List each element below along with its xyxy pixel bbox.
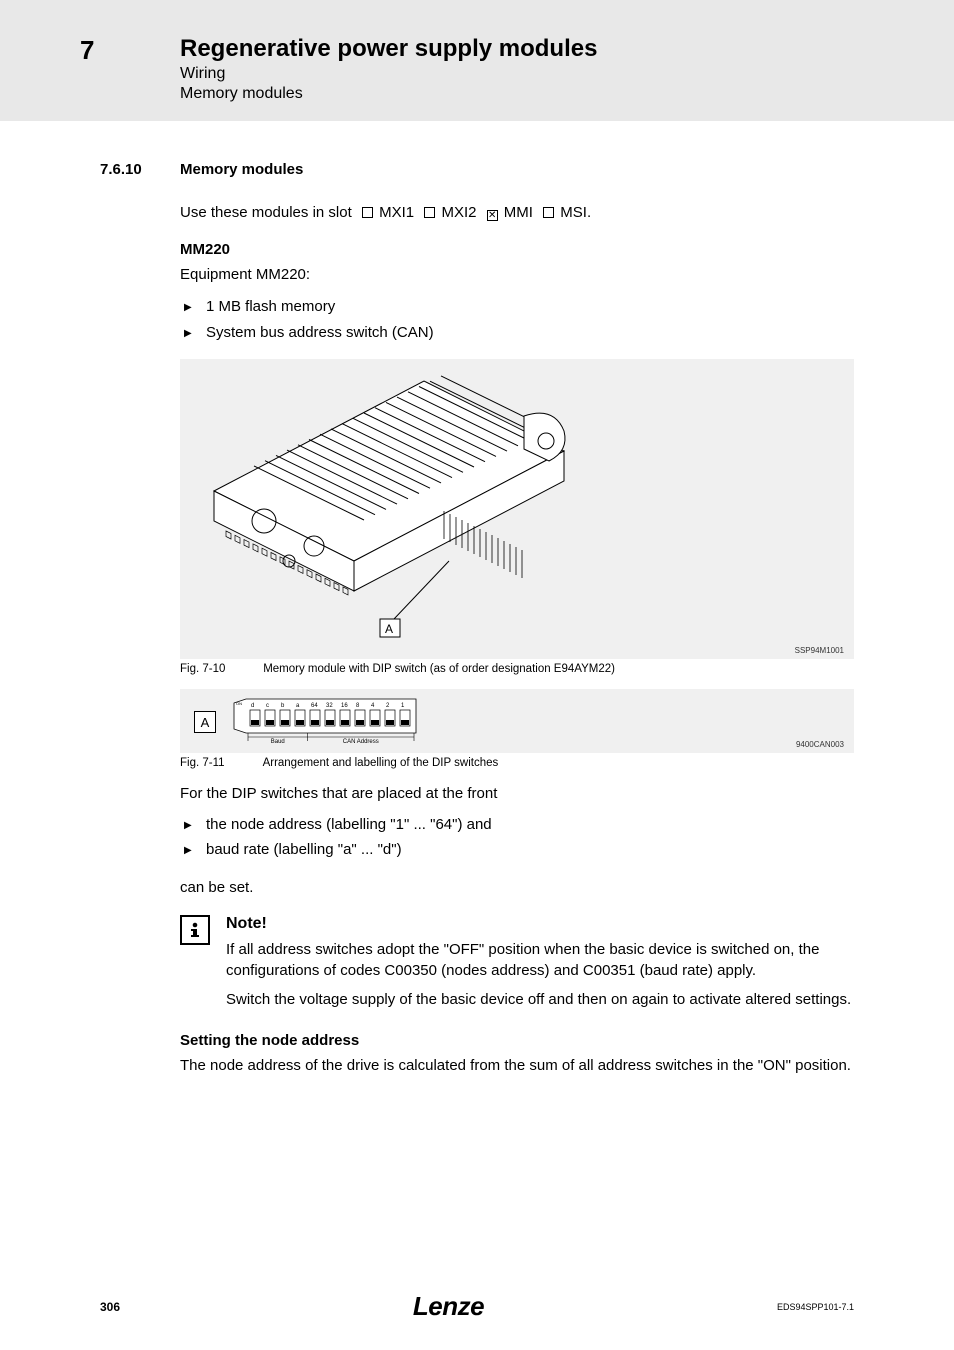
slot-checkbox: [543, 207, 554, 218]
chapter-title: Regenerative power supply modules: [180, 35, 904, 63]
mm220-bullet-list: 1 MB flash memorySystem bus address swit…: [180, 294, 854, 345]
header-subtitle-1: Wiring: [180, 65, 904, 83]
mm220-equip-line: Equipment MM220:: [180, 264, 854, 287]
figure1-caption-text: Memory module with DIP switch (as of ord…: [263, 663, 615, 675]
node-addr-heading: Setting the node address: [180, 1032, 854, 1049]
dip-lead-text: For the DIP switches that are placed at …: [180, 783, 854, 806]
note-para-1: If all address switches adopt the "OFF" …: [226, 939, 854, 981]
slot-label: MMI: [500, 204, 538, 221]
dip-trail-text: can be set.: [180, 877, 854, 900]
header-subtitle-2: Memory modules: [180, 85, 904, 103]
info-icon: [180, 915, 210, 945]
page-header: 7 Regenerative power supply modules Wiri…: [0, 0, 954, 121]
slot-usage-line: Use these modules in slot MXI1 MXI2 MMI …: [180, 202, 854, 225]
list-item: the node address (labelling "1" ... "64"…: [180, 812, 854, 838]
slot-label: MXI2: [437, 204, 480, 221]
list-item: System bus address switch (CAN): [180, 320, 854, 346]
figure1-code: SSP94M1001: [795, 646, 844, 655]
svg-text:c: c: [266, 703, 269, 709]
node-addr-text: The node address of the drive is calcula…: [180, 1055, 854, 1078]
list-item: 1 MB flash memory: [180, 294, 854, 320]
svg-text:ON: ON: [236, 701, 242, 706]
doc-code: EDS94SPP101-7.1: [777, 1302, 854, 1312]
section-title: Memory modules: [180, 161, 303, 178]
page-footer: 306 Lenze EDS94SPP101-7.1: [0, 1291, 954, 1322]
svg-text:A: A: [385, 622, 393, 636]
figure1-label: Fig. 7-10: [180, 663, 260, 675]
note-block: Note! If all address switches adopt the …: [180, 915, 854, 1018]
dip-switch-illustration: ONdcba6432168421BaudCAN Address: [228, 697, 438, 747]
slot-checkbox: [362, 207, 373, 218]
svg-text:16: 16: [341, 703, 348, 709]
figure-module-isometric: A SSP94M1001: [180, 359, 854, 659]
dip-letter-a-box: A: [194, 711, 216, 733]
chapter-number: 7: [80, 35, 94, 66]
figure2-code: 9400CAN003: [796, 740, 844, 749]
module-illustration: A: [194, 371, 574, 651]
svg-text:CAN Address: CAN Address: [343, 739, 379, 745]
figure2-caption: Fig. 7-11 Arrangement and labelling of t…: [180, 757, 854, 769]
figure2-label: Fig. 7-11: [180, 757, 260, 769]
note-para-2: Switch the voltage supply of the basic d…: [226, 989, 854, 1010]
slot-checkbox: [487, 210, 498, 221]
brand-logo: Lenze: [413, 1291, 484, 1322]
figure2-caption-text: Arrangement and labelling of the DIP swi…: [263, 757, 499, 769]
svg-text:32: 32: [326, 703, 333, 709]
note-title: Note!: [226, 915, 854, 933]
svg-text:64: 64: [311, 703, 318, 709]
section-heading: 7.6.10 Memory modules: [100, 161, 854, 178]
slot-checkbox: [424, 207, 435, 218]
page-number: 306: [100, 1300, 120, 1314]
svg-text:d: d: [251, 703, 254, 709]
section-number: 7.6.10: [100, 161, 180, 178]
mm220-heading: MM220: [180, 241, 854, 258]
svg-text:Baud: Baud: [271, 739, 285, 745]
list-item: baud rate (labelling "a" ... "d"): [180, 837, 854, 863]
figure-dip-switch: A ONdcba6432168421BaudCAN Address 9400CA…: [180, 689, 854, 753]
dip-bullet-list: the node address (labelling "1" ... "64"…: [180, 812, 854, 863]
slot-label: MSI.: [556, 204, 591, 221]
figure1-caption: Fig. 7-10 Memory module with DIP switch …: [180, 663, 854, 675]
slot-label: MXI1: [375, 204, 418, 221]
